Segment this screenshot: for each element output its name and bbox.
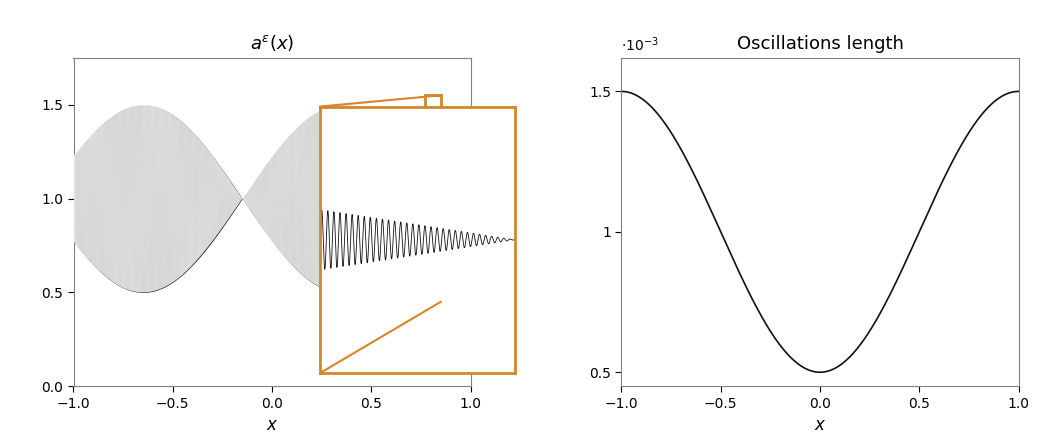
Text: $\cdot 10^{-3}$: $\cdot 10^{-3}$ [622, 36, 659, 55]
Bar [425, 95, 441, 302]
X-axis label: $x$: $x$ [814, 416, 826, 434]
X-axis label: $x$: $x$ [266, 416, 278, 434]
Title: $a^{\varepsilon}(x)$: $a^{\varepsilon}(x)$ [250, 33, 294, 53]
Title: Oscillations length: Oscillations length [736, 36, 903, 53]
